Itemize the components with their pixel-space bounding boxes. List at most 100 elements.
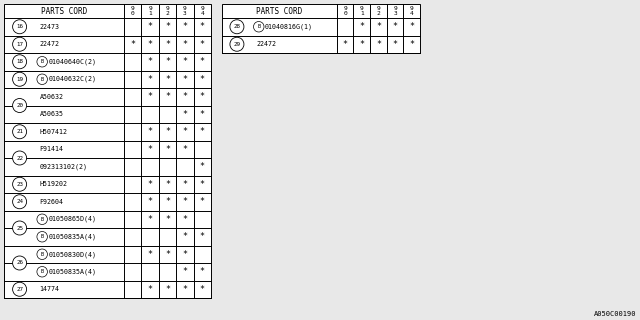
Text: *: * — [182, 215, 188, 224]
Text: *: * — [182, 197, 188, 206]
Circle shape — [37, 57, 47, 67]
Text: *: * — [165, 285, 170, 294]
Text: *: * — [165, 92, 170, 101]
Circle shape — [230, 20, 244, 34]
Text: *: * — [182, 285, 188, 294]
Circle shape — [37, 249, 47, 260]
Text: *: * — [200, 197, 205, 206]
Text: *: * — [165, 22, 170, 31]
Bar — [222, 4, 420, 53]
Text: *: * — [148, 215, 153, 224]
Text: F92604: F92604 — [40, 199, 63, 205]
Text: 9
2: 9 2 — [376, 6, 380, 16]
Text: *: * — [392, 40, 397, 49]
Text: *: * — [200, 285, 205, 294]
Text: *: * — [182, 57, 188, 66]
Circle shape — [230, 37, 244, 51]
Text: *: * — [200, 92, 205, 101]
Text: 27: 27 — [16, 287, 23, 292]
Text: *: * — [182, 127, 188, 136]
Text: 22: 22 — [16, 156, 23, 161]
Text: *: * — [148, 92, 153, 101]
Text: *: * — [200, 127, 205, 136]
Text: *: * — [392, 22, 397, 31]
Text: 26: 26 — [16, 260, 23, 266]
Text: *: * — [165, 57, 170, 66]
Text: *: * — [200, 232, 205, 241]
Text: *: * — [200, 57, 205, 66]
Text: 24: 24 — [16, 199, 23, 204]
Text: 18: 18 — [16, 59, 23, 64]
Text: A50632: A50632 — [40, 94, 63, 100]
Text: 22473: 22473 — [40, 24, 60, 30]
Circle shape — [13, 125, 27, 139]
Text: *: * — [359, 40, 364, 49]
Text: *: * — [148, 40, 153, 49]
Text: 20: 20 — [16, 103, 23, 108]
Text: 9
4: 9 4 — [200, 6, 204, 16]
Text: 01050865D(4): 01050865D(4) — [49, 216, 97, 222]
Text: *: * — [182, 250, 188, 259]
Text: *: * — [182, 145, 188, 154]
Circle shape — [13, 195, 27, 209]
Text: 14774: 14774 — [40, 286, 60, 292]
Bar — [4, 4, 211, 298]
Text: *: * — [182, 92, 188, 101]
Text: 29: 29 — [234, 42, 241, 47]
Text: 22472: 22472 — [40, 41, 60, 47]
Text: *: * — [165, 197, 170, 206]
Text: B: B — [40, 252, 44, 257]
Text: *: * — [165, 40, 170, 49]
Text: *: * — [148, 57, 153, 66]
Text: *: * — [148, 180, 153, 189]
Circle shape — [13, 37, 27, 51]
Text: *: * — [200, 110, 205, 119]
Text: H519202: H519202 — [40, 181, 67, 187]
Text: *: * — [131, 40, 135, 49]
Text: *: * — [200, 75, 205, 84]
Text: 9
0: 9 0 — [343, 6, 347, 16]
Text: *: * — [165, 127, 170, 136]
Circle shape — [13, 72, 27, 86]
Text: 9
3: 9 3 — [393, 6, 397, 16]
Text: 9
4: 9 4 — [410, 6, 413, 16]
Text: *: * — [148, 127, 153, 136]
Text: *: * — [409, 40, 414, 49]
Text: *: * — [165, 215, 170, 224]
Circle shape — [13, 282, 27, 296]
Text: *: * — [182, 40, 188, 49]
Text: *: * — [376, 22, 381, 31]
Text: *: * — [148, 197, 153, 206]
Text: 9
0: 9 0 — [131, 6, 134, 16]
Text: 01040816G(1): 01040816G(1) — [265, 23, 313, 30]
Text: H507412: H507412 — [40, 129, 67, 135]
Text: *: * — [165, 250, 170, 259]
Circle shape — [253, 21, 264, 32]
Text: 22472: 22472 — [256, 41, 276, 47]
Text: B: B — [40, 77, 44, 82]
Text: *: * — [165, 180, 170, 189]
Circle shape — [37, 214, 47, 225]
Text: B: B — [40, 217, 44, 222]
Text: 17: 17 — [16, 42, 23, 47]
Text: *: * — [182, 75, 188, 84]
Circle shape — [13, 256, 27, 270]
Text: 092313102(2): 092313102(2) — [40, 164, 88, 170]
Circle shape — [13, 20, 27, 34]
Text: 19: 19 — [16, 77, 23, 82]
Text: 25: 25 — [16, 226, 23, 230]
Text: *: * — [148, 145, 153, 154]
Text: 01050835A(4): 01050835A(4) — [49, 268, 97, 275]
Text: 01050835A(4): 01050835A(4) — [49, 234, 97, 240]
Text: *: * — [200, 22, 205, 31]
Text: 9
3: 9 3 — [183, 6, 187, 16]
Text: B: B — [40, 59, 44, 64]
Circle shape — [37, 231, 47, 242]
Text: *: * — [182, 22, 188, 31]
Circle shape — [13, 177, 27, 191]
Text: *: * — [182, 267, 188, 276]
Text: 01050830D(4): 01050830D(4) — [49, 251, 97, 258]
Text: *: * — [200, 162, 205, 171]
Circle shape — [13, 55, 27, 69]
Text: PARTS CORD: PARTS CORD — [41, 6, 87, 15]
